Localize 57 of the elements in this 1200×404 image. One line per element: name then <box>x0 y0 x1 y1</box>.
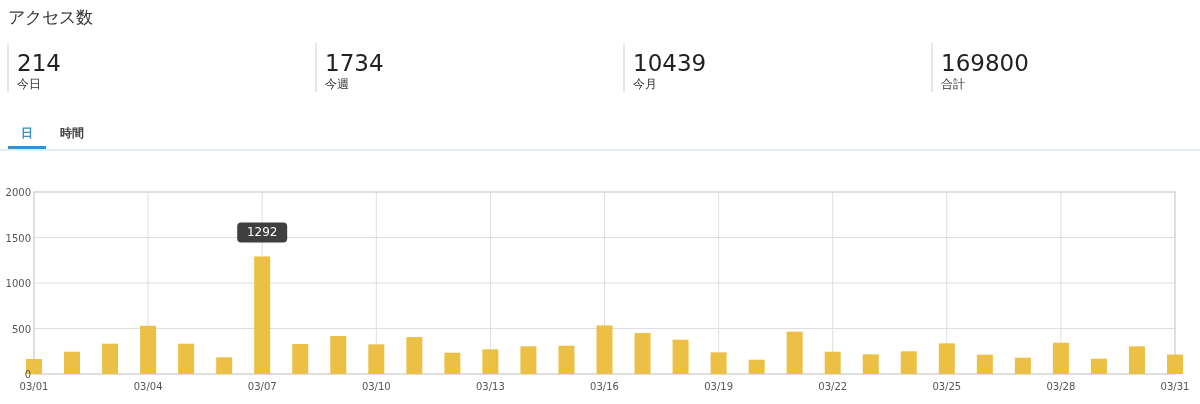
bar <box>330 336 347 374</box>
bar <box>520 346 537 374</box>
text: 214 <box>17 50 61 76</box>
text: 1734 <box>325 50 384 76</box>
x-tick-label: 03/16 <box>590 381 619 392</box>
text: 10439 <box>633 50 707 76</box>
x-tick-label: 03/31 <box>1160 381 1190 392</box>
text: 今日 <box>17 77 41 91</box>
text: アクセス数 <box>8 7 93 27</box>
bar <box>900 351 917 374</box>
bar <box>634 333 651 374</box>
bar <box>1014 357 1031 374</box>
annotation: 1292 <box>246 225 278 240</box>
bar <box>596 325 613 374</box>
bar <box>558 345 575 374</box>
text: 日 <box>21 126 33 140</box>
bar <box>406 337 423 374</box>
bar <box>710 352 727 374</box>
x-tick-label: 03/10 <box>361 381 391 392</box>
bar <box>748 359 765 374</box>
bar <box>672 339 689 374</box>
y-tick-label: 1000 <box>5 278 31 289</box>
x-tick-label: 03/07 <box>247 381 277 392</box>
bar <box>368 344 385 374</box>
x-tick-label: 03/25 <box>932 381 962 392</box>
bar <box>1128 346 1145 374</box>
text: 合計 <box>941 77 965 91</box>
x-tick-label: 03/04 <box>133 381 163 392</box>
bar <box>482 349 499 374</box>
text: 時間 <box>60 126 84 140</box>
y-tick-label: 2000 <box>5 187 31 198</box>
x-tick-label: 03/19 <box>704 381 734 392</box>
y-tick-label: 500 <box>11 323 31 335</box>
bar <box>786 331 803 374</box>
x-tick-label: 03/01 <box>19 381 49 392</box>
bar <box>178 343 195 374</box>
bar <box>216 357 233 374</box>
bar <box>64 351 81 374</box>
bar <box>1052 342 1069 374</box>
bar <box>102 343 119 374</box>
bar <box>444 352 461 374</box>
x-tick-label: 03/28 <box>1046 381 1076 392</box>
bar <box>862 354 879 374</box>
bar <box>254 256 271 374</box>
text: 今週 <box>325 77 349 91</box>
bar <box>938 343 955 374</box>
text: 今月 <box>633 77 657 91</box>
bar <box>1167 354 1183 374</box>
text: 169800 <box>941 50 1029 76</box>
bar <box>292 343 309 374</box>
bar <box>1090 358 1107 374</box>
x-tick-label: 03/22 <box>818 381 848 392</box>
bar <box>824 351 841 374</box>
y-tick-label: 1500 <box>5 232 31 244</box>
x-tick-label: 03/13 <box>475 381 505 392</box>
bar <box>140 325 157 374</box>
bar <box>976 354 993 374</box>
